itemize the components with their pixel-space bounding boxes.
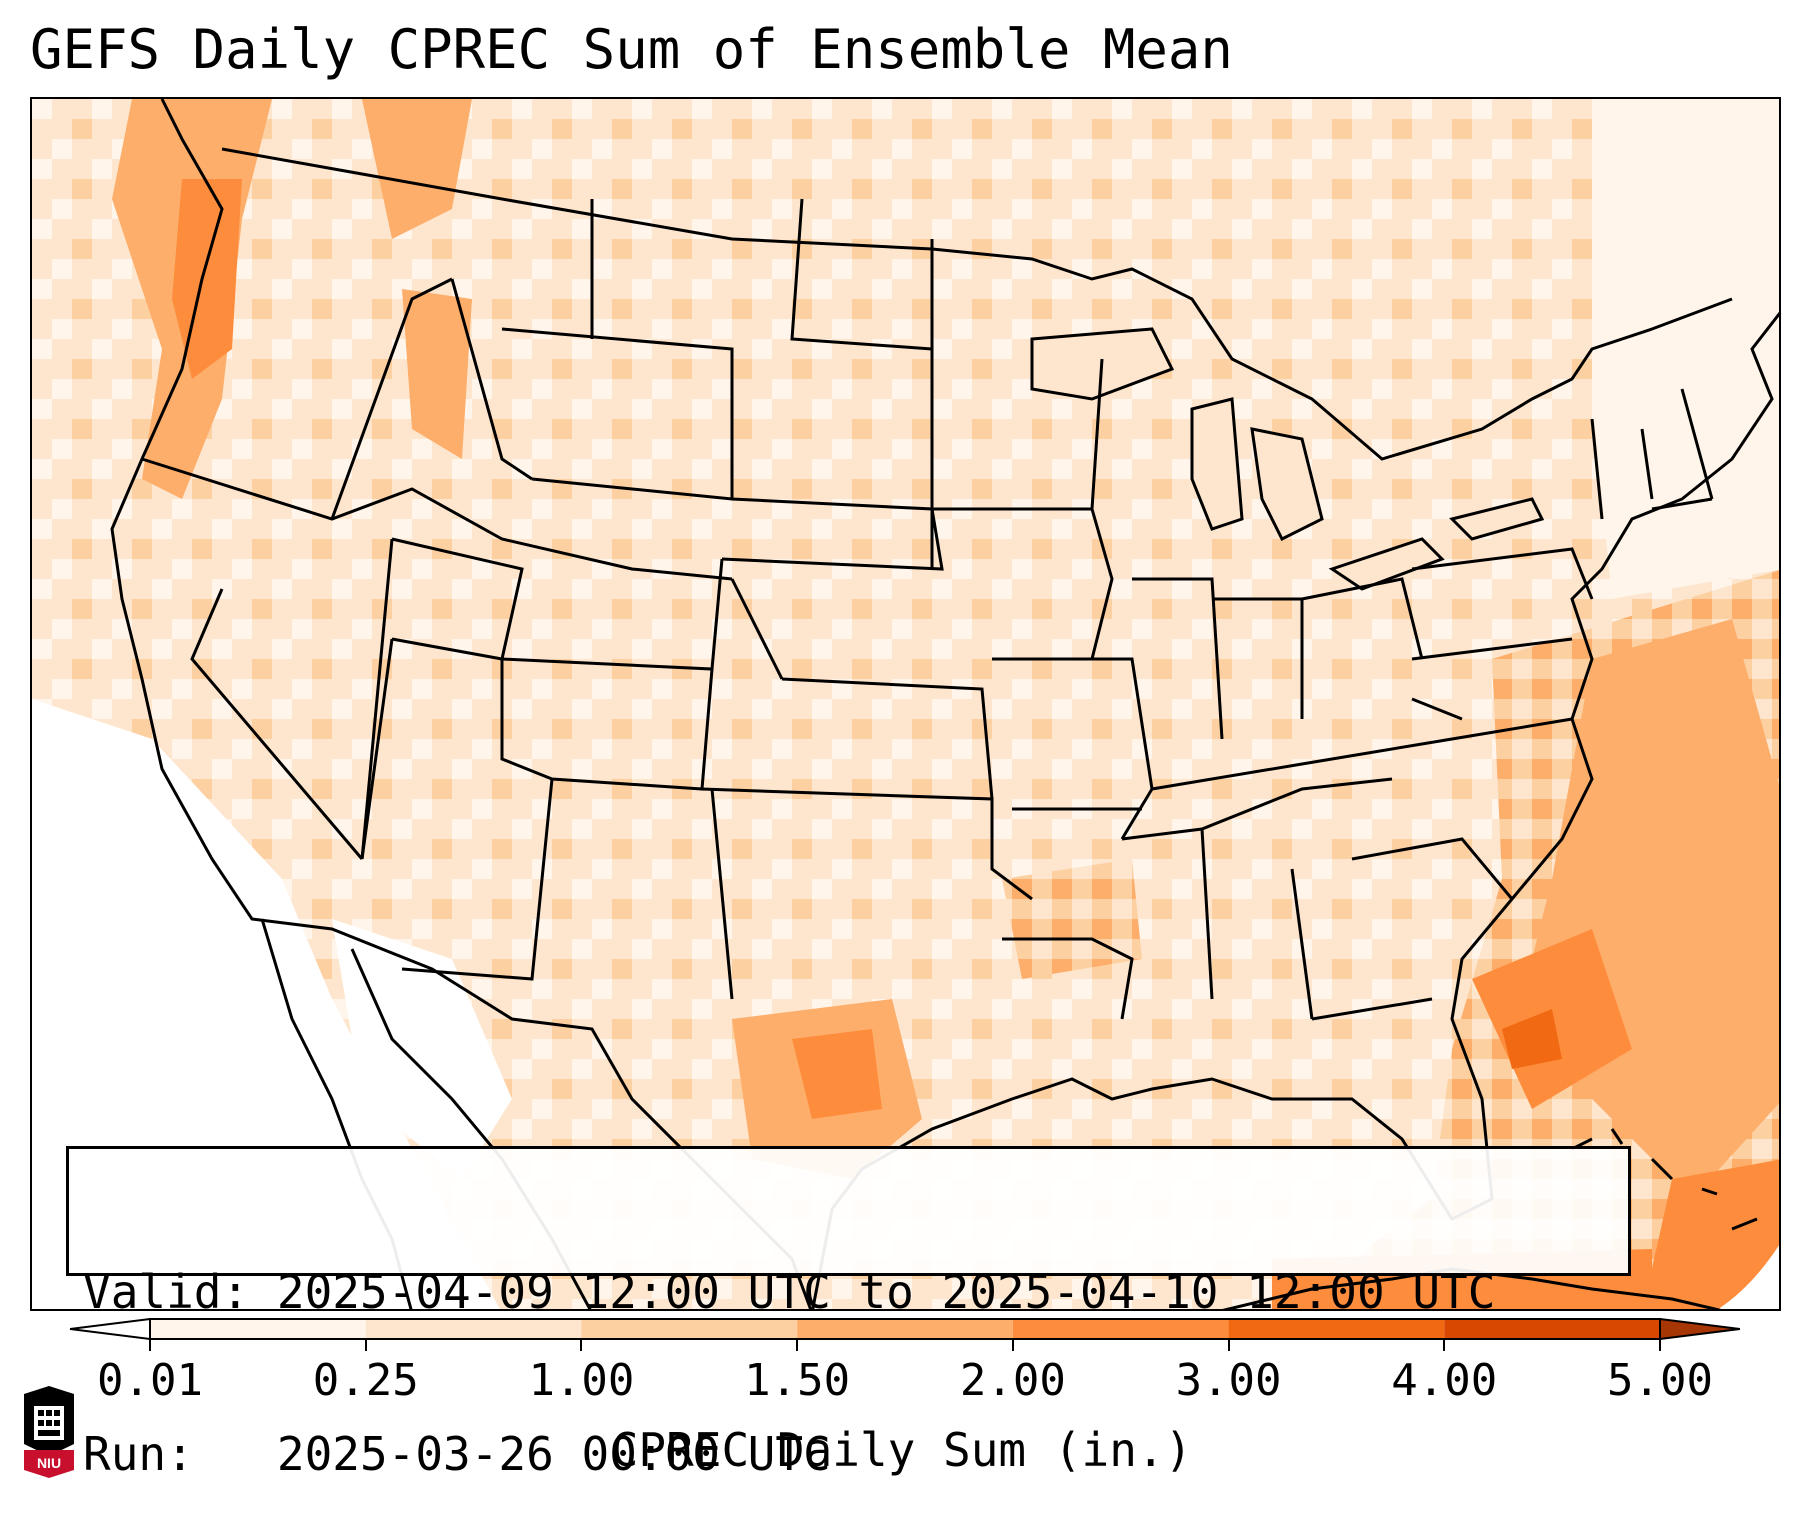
run-row: Run: 2025-03-26 00:00 UTC [83, 1427, 1614, 1481]
precipitation-map [30, 97, 1781, 1311]
valid-row: Valid: 2025-04-09 12:00 UTC to 2025-04-1… [83, 1265, 1614, 1319]
colorbar-tick [796, 1339, 799, 1351]
colorbar-label: CPREC Daily Sum (in.) [610, 1423, 1193, 1477]
colorbar-tick-label: 1.50 [744, 1355, 851, 1406]
valid-run-info-box: Valid: 2025-04-09 12:00 UTC to 2025-04-1… [66, 1146, 1631, 1481]
colorbar-tick [1443, 1339, 1446, 1351]
caribbean-precip [1642, 1159, 1779, 1309]
colorbar-tick-label: 3.00 [1175, 1355, 1282, 1406]
colorbar-tick-label: 1.00 [528, 1355, 635, 1406]
texas-heavy [792, 1029, 882, 1119]
north-cascades-precip [362, 99, 472, 239]
run-label: Run: [83, 1427, 194, 1481]
colorbar-tick [1011, 1339, 1014, 1351]
colorbar-tick [149, 1339, 151, 1351]
colorbar-segment [1228, 1319, 1445, 1339]
svg-text:NIU: NIU [37, 1455, 61, 1471]
colorbar-tick-label: 0.01 [97, 1355, 203, 1406]
colorbar-extend-high [1659, 1317, 1740, 1341]
colorbar-tick [580, 1339, 583, 1351]
state-borders [141, 198, 1714, 1021]
valid-label: Valid: [83, 1265, 250, 1319]
projection-edge-left [32, 1259, 397, 1309]
colorbar-segment [1444, 1319, 1660, 1339]
trace-northeast-area [1592, 99, 1779, 599]
colorbar-tick-label: 4.00 [1391, 1355, 1498, 1406]
us-outline [110, 99, 1779, 1309]
projection-edge [1718, 1245, 1779, 1309]
colorbar-outline [149, 1318, 1661, 1340]
ark-la-precip [1002, 859, 1142, 979]
colorbar-segments [70, 1317, 1740, 1341]
atlantic-extreme [1502, 1009, 1562, 1069]
idaho-precip [402, 289, 472, 459]
colorbar-tick [1227, 1339, 1230, 1351]
colorbar-segment [581, 1319, 798, 1339]
colorbar-tick-label: 5.00 [1607, 1355, 1713, 1406]
colorbar-segment [150, 1319, 366, 1339]
colorbar-segment [365, 1319, 582, 1339]
canada-border [221, 147, 1733, 461]
colorbar-tick [364, 1339, 367, 1351]
dry-baja-area [332, 919, 512, 1179]
great-lakes [1030, 327, 1545, 591]
run-value: 2025-03-26 00:00 UTC [276, 1427, 831, 1481]
colorbar-tick-label: 2.00 [959, 1355, 1066, 1406]
niu-logo-icon: NIU [24, 1386, 74, 1478]
valid-value: 2025-04-09 12:00 UTC to 2025-04-10 12:00… [276, 1265, 1496, 1319]
colorbar-extend-low [70, 1317, 151, 1341]
colorbar-tick [1659, 1339, 1661, 1351]
bahamas-islands [1571, 1128, 1758, 1231]
colorbar-segment [797, 1319, 1013, 1339]
colorbar-segment [1012, 1319, 1229, 1339]
colorbar [70, 1317, 1740, 1341]
map-canvas [32, 99, 1779, 1309]
colorbar-tick-label: 0.25 [312, 1355, 419, 1406]
chart-title: GEFS Daily CPREC Sum of Ensemble Mean [30, 18, 1233, 81]
